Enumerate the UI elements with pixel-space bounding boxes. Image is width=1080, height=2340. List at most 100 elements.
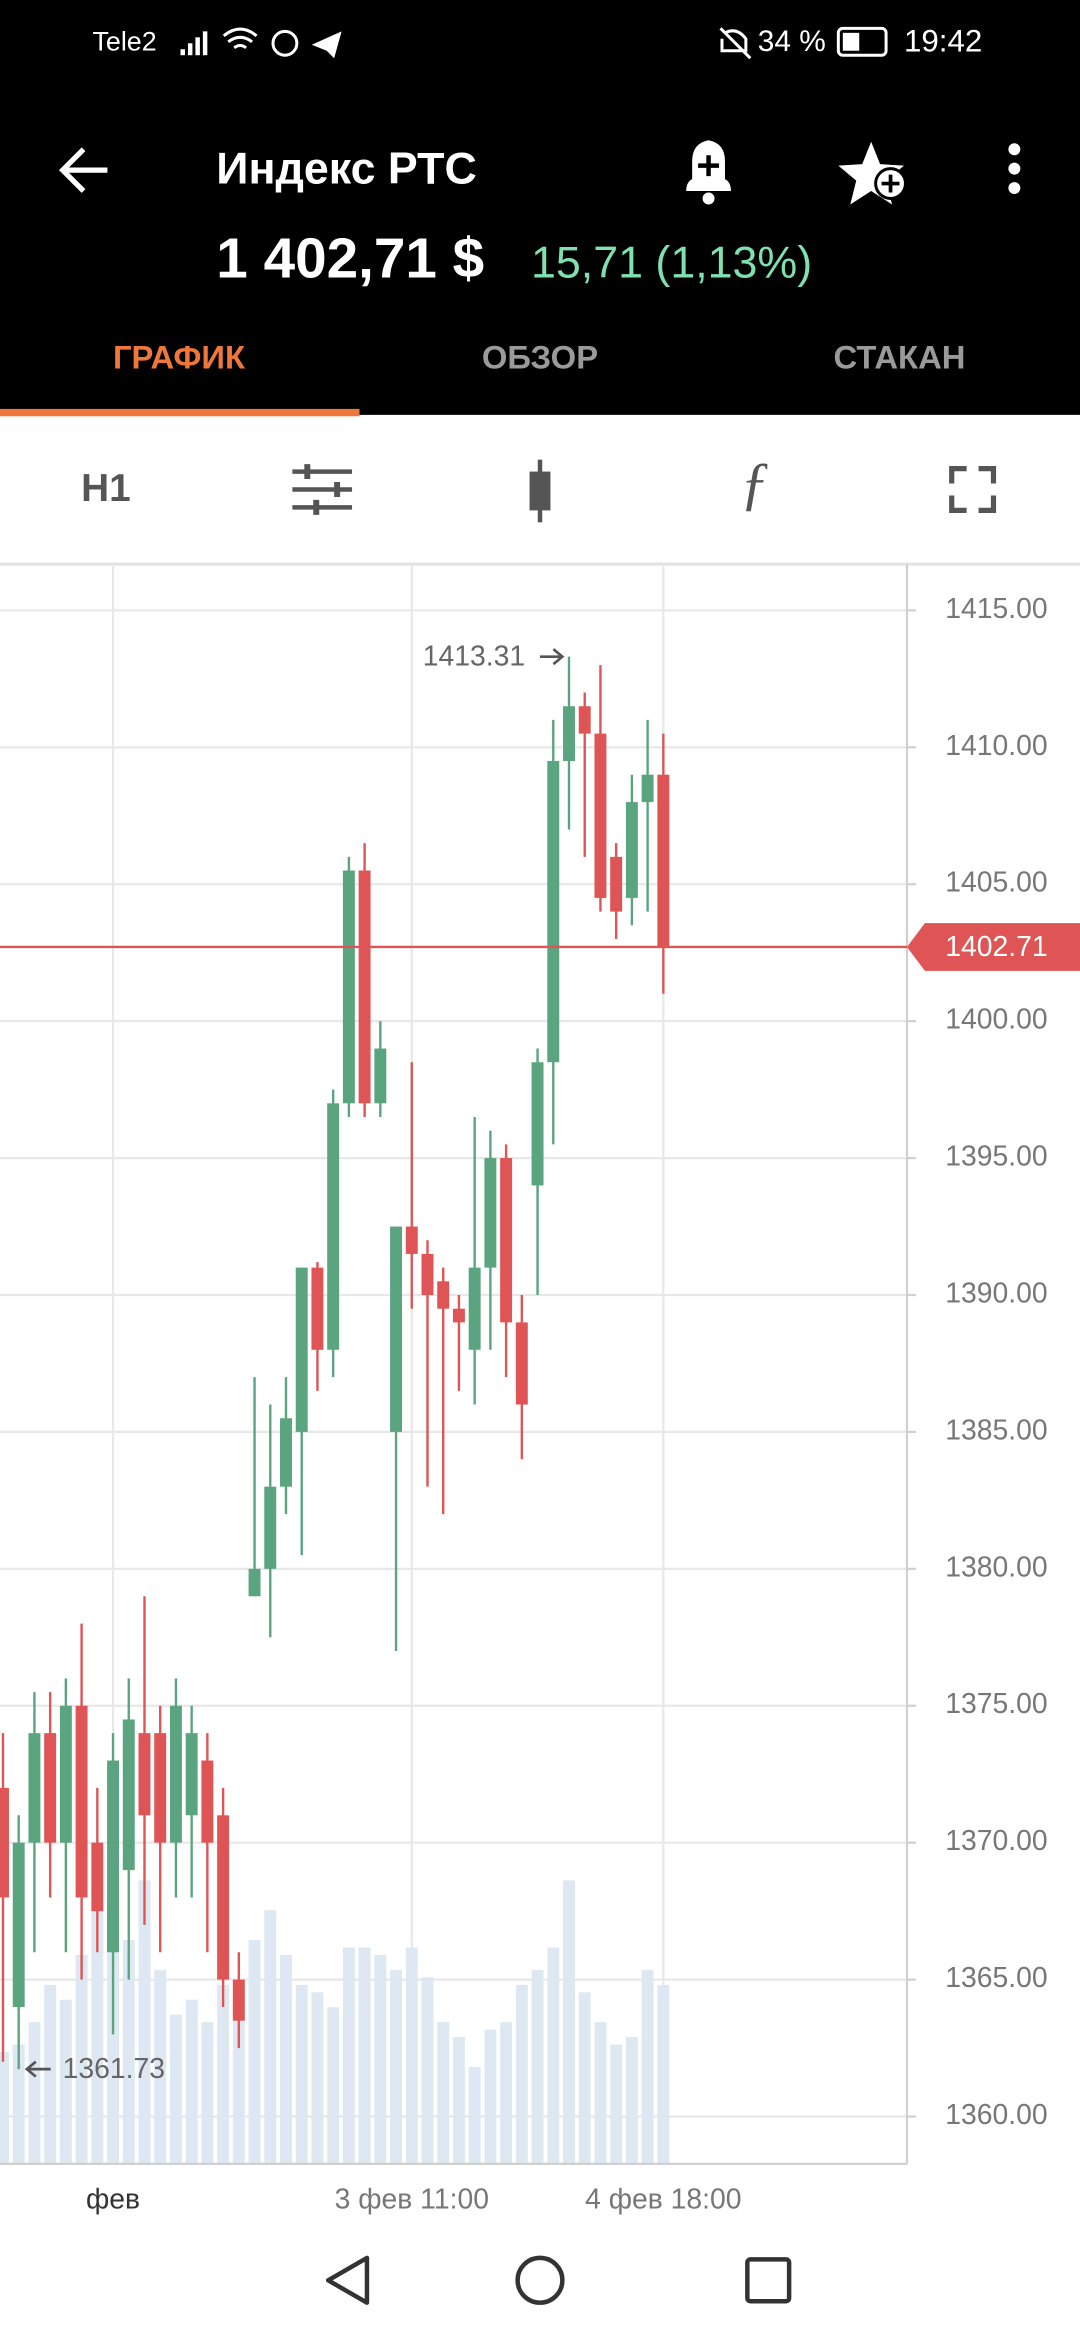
low-arrow (24, 2060, 51, 2078)
volume-bar (358, 1947, 371, 2164)
candle-body (232, 1979, 245, 2021)
volume-bar (374, 1954, 387, 2164)
nav-recents[interactable] (745, 2257, 792, 2304)
candle-body (122, 1719, 135, 1871)
battery-icon (836, 26, 888, 57)
candle-body (515, 1322, 528, 1405)
indicators-button[interactable]: ƒ (740, 450, 770, 516)
volume-bar (421, 1977, 434, 2164)
favorite-button[interactable] (838, 141, 907, 205)
y-tick-label: 1405.00 (945, 867, 1047, 899)
alert-button[interactable] (686, 140, 731, 205)
volume-bar (405, 1947, 418, 2164)
price-change: 15,71 (1,13%) (531, 237, 812, 287)
clock: 19:42 (904, 24, 982, 59)
candle-body (217, 1815, 230, 1980)
menu-button[interactable] (1008, 143, 1021, 195)
nav-back[interactable] (325, 2255, 370, 2305)
candle-body (641, 774, 654, 803)
volume-bar (169, 2014, 182, 2164)
y-tick-label: 1385.00 (945, 1414, 1047, 1446)
candle-body (295, 1267, 308, 1432)
wifi-icon (222, 27, 258, 49)
volume-bar (44, 1984, 57, 2164)
tab[interactable]: СТАКАН (834, 338, 966, 375)
volume-bar (390, 1969, 403, 2164)
candle-body (28, 1733, 41, 1843)
candle-body (169, 1705, 182, 1843)
nav-home[interactable] (515, 2255, 565, 2305)
candle-body (405, 1226, 418, 1254)
telegram-icon (311, 31, 342, 59)
volume-bar (91, 1895, 104, 2164)
candle-body (12, 1842, 25, 2007)
y-tick-label: 1375.00 (945, 1688, 1047, 1720)
candle-body (594, 733, 607, 898)
candle-body (248, 1568, 261, 1597)
candle-body (59, 1705, 72, 1843)
volume-bar (185, 1999, 198, 2164)
y-tick-label: 1365.00 (945, 1962, 1047, 1994)
y-tick-label: 1390.00 (945, 1277, 1047, 1309)
candle-body (390, 1226, 403, 1432)
candle-body (138, 1733, 151, 1816)
current-price-label: 1402.71 (945, 931, 1047, 963)
volume-bar (468, 2066, 481, 2164)
candle-body (264, 1486, 277, 1569)
x-tick-label: фев (86, 2184, 140, 2216)
back-button[interactable] (58, 147, 108, 193)
tab[interactable]: ГРАФИК (113, 338, 246, 375)
interval-button[interactable]: H1 (81, 467, 131, 510)
chart (0, 564, 907, 2164)
candle-body (625, 802, 638, 898)
volume-bar (625, 2037, 638, 2164)
volume-bar (154, 1969, 167, 2164)
volume-bar (264, 1910, 277, 2164)
y-tick-label: 1400.00 (945, 1004, 1047, 1036)
candle-body (91, 1842, 104, 1912)
battery-text: 34 % (758, 25, 826, 58)
candle-body (437, 1281, 450, 1309)
volume-bar (578, 1992, 591, 2164)
volume-bar (295, 1984, 308, 2164)
volume-bar (248, 1940, 261, 2164)
volume-bar (531, 1969, 544, 2164)
volume-bar (12, 2044, 25, 2164)
volume-bar (563, 1880, 575, 2164)
candle-body (563, 706, 575, 762)
volume-bar (437, 2022, 450, 2164)
volume-bar (547, 1947, 560, 2164)
volume-bar (452, 2037, 465, 2164)
candle-body (452, 1308, 465, 1323)
volume-bar (59, 1999, 72, 2164)
candle-body (374, 1048, 387, 1104)
volume-bar (0, 2051, 9, 2164)
volume-bar (515, 1984, 528, 2164)
volume-bar (657, 1984, 670, 2164)
candle-body (185, 1733, 198, 1816)
tab[interactable]: ОБЗОР (482, 338, 598, 375)
candle-body (75, 1705, 88, 1898)
chart-type-button[interactable] (529, 459, 551, 523)
y-tick-label: 1415.00 (945, 593, 1047, 625)
volume-bar (280, 1954, 292, 2164)
volume-bar (484, 2029, 497, 2164)
alarm-icon (271, 29, 299, 57)
fullscreen-button[interactable] (949, 465, 997, 513)
volume-bar (594, 2022, 607, 2164)
current-price-tag (906, 923, 1080, 971)
volume-bar (122, 1940, 135, 2164)
candle-body (0, 1787, 9, 1898)
battery-level (842, 32, 860, 51)
instrument-title: Индекс РТС (216, 143, 476, 193)
app-bar (0, 0, 1080, 415)
candle-body (327, 1103, 340, 1350)
candle-body (280, 1418, 292, 1487)
carrier: Tele2 (92, 26, 156, 56)
volume-bar (327, 2007, 340, 2164)
volume-bar (342, 1947, 355, 2164)
settings-button[interactable] (292, 464, 353, 515)
